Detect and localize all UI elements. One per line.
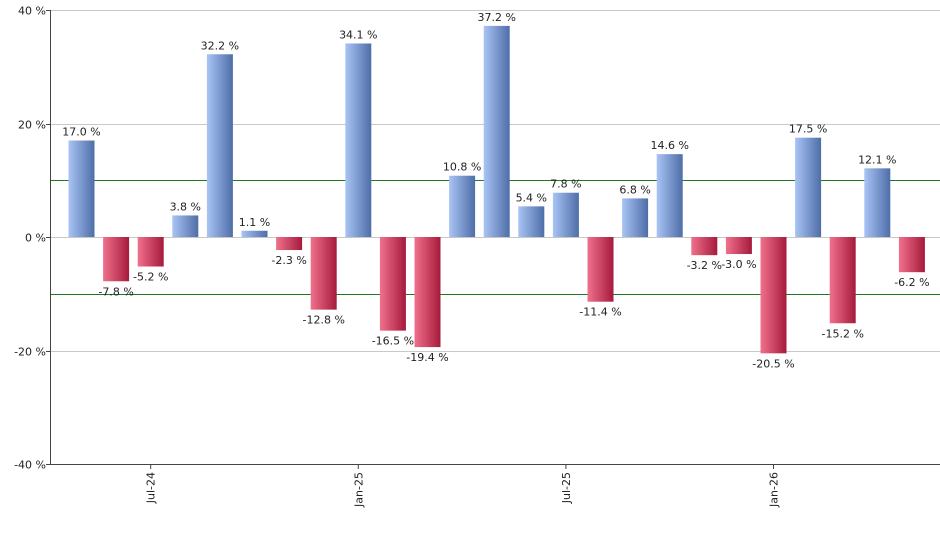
y-tick-label: 40 %	[18, 5, 46, 18]
y-tick-label: -20 %	[14, 346, 46, 359]
bar-positive	[622, 198, 649, 237]
data-label: 5.4 %	[516, 191, 547, 204]
bar-positive	[449, 175, 476, 237]
bar-positive	[241, 230, 268, 237]
data-label: -19.4 %	[406, 351, 448, 364]
data-label: -7.8 %	[98, 285, 133, 298]
x-tick-label: Jan-25	[352, 472, 365, 508]
axes: 40 % 20 % 0 % -20 % -40 % Jul-24 Jan-25 Jul-25 J…	[14, 5, 940, 508]
data-label: -15.2 %	[821, 327, 863, 340]
data-label: 17.0 %	[62, 126, 100, 139]
data-label: 10.8 %	[443, 161, 481, 174]
data-labels: 17.0 % -7.8 %-5.2 % 3.8 % 32.2 % 1.1 % -2.3 %…	[62, 11, 929, 370]
bar-positive	[483, 25, 510, 237]
data-label: 14.6 %	[650, 139, 688, 152]
bar-negative	[587, 237, 614, 302]
bar-negative	[414, 237, 441, 348]
data-label: -3.0 %	[721, 258, 756, 271]
bar-negative	[829, 237, 856, 324]
data-label: -3.2 %	[687, 259, 722, 272]
bar-negative	[898, 237, 925, 273]
bars	[68, 25, 925, 354]
data-label: 17.5 %	[789, 123, 827, 136]
bar-negative	[691, 237, 718, 256]
bar-positive	[864, 168, 891, 237]
data-label: -12.8 %	[302, 314, 344, 327]
data-label: 34.1 %	[339, 28, 377, 41]
bar-positive	[345, 43, 372, 237]
bar-negative	[760, 237, 787, 354]
data-label: 1.1 %	[239, 216, 270, 229]
bar-positive	[172, 215, 199, 237]
bar-negative	[379, 237, 406, 331]
bar-positive	[518, 206, 545, 237]
data-label: 7.8 %	[550, 178, 581, 191]
bar-negative	[103, 237, 130, 282]
x-tick-label: Jul-24	[145, 472, 158, 504]
x-tick-label: Jul-25	[560, 472, 573, 504]
bar-negative	[725, 237, 752, 255]
bar-negative	[137, 237, 164, 267]
data-label: 32.2 %	[201, 39, 239, 52]
data-label: 6.8 %	[619, 183, 650, 196]
bar-negative	[310, 237, 337, 310]
y-tick-label: 20 %	[18, 119, 46, 132]
data-label: -11.4 %	[579, 306, 621, 319]
bar-positive	[656, 154, 683, 237]
data-label: -2.3 %	[271, 254, 306, 267]
bar-positive	[206, 54, 233, 237]
data-label: 12.1 %	[858, 153, 896, 166]
y-tick-label: -40 %	[14, 459, 46, 472]
data-label: -20.5 %	[752, 357, 794, 370]
data-label: -5.2 %	[133, 271, 168, 284]
x-tick-label: Jan-26	[768, 472, 781, 508]
data-label: -6.2 %	[894, 276, 929, 289]
data-label: 3.8 %	[170, 200, 201, 213]
bar-positive	[68, 140, 95, 237]
data-label: -16.5 %	[372, 335, 414, 348]
data-label: 37.2 %	[477, 11, 515, 24]
bar-negative	[276, 237, 303, 251]
y-tick-label: 0 %	[25, 232, 46, 245]
bar-positive	[552, 192, 579, 237]
bar-positive	[795, 137, 822, 237]
